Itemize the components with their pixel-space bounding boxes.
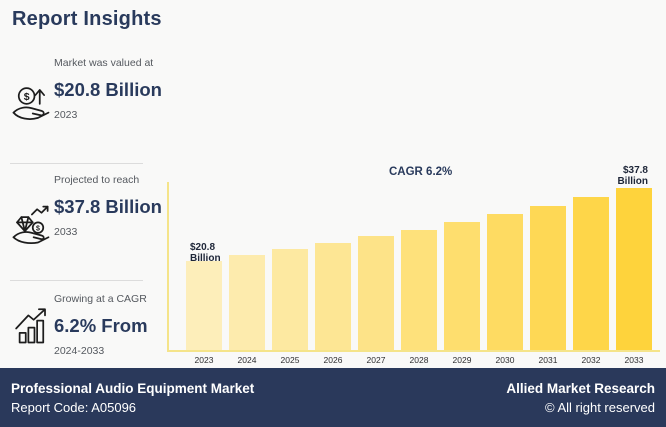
bar-2025 xyxy=(272,249,308,350)
page-title: Report Insights xyxy=(12,8,162,30)
stat-cagr: Growing at a CAGR 6.2% From 2024-2033 xyxy=(10,293,168,357)
x-tick-label: 2032 xyxy=(581,355,601,365)
bar-2028 xyxy=(401,230,437,350)
stat-value: 6.2% From xyxy=(54,315,148,336)
stat-label: Growing at a CAGR xyxy=(54,293,147,305)
footer-bar: Professional Audio Equipment Market Repo… xyxy=(0,368,666,427)
growth-chart-icon xyxy=(10,304,52,346)
bar-2030 xyxy=(487,214,523,350)
last-bar-value-label: $37.8 Billion xyxy=(600,165,648,187)
investment-icon: $ xyxy=(10,204,52,246)
x-tick-label: 2026 xyxy=(323,355,343,365)
last-bar-value-line1: $37.8 xyxy=(622,165,648,176)
company-name: Allied Market Research xyxy=(506,380,655,396)
x-tick-label: 2029 xyxy=(452,355,472,365)
first-bar-value-line1: $20.8 xyxy=(190,242,216,253)
cagr-annotation: CAGR 6.2% xyxy=(389,166,453,178)
stat-projected: $ Projected to reach $37.8 Billion 2033 xyxy=(10,174,168,245)
bar-2031 xyxy=(530,206,566,350)
divider xyxy=(10,280,143,281)
stat-period: 2033 xyxy=(54,226,78,238)
x-tick-label: 2025 xyxy=(280,355,300,365)
bar-2024 xyxy=(229,255,265,350)
x-axis-labels: 2023 2024 2025 2026 2027 2028 2029 2030 2031 2032… xyxy=(186,355,652,365)
stat-text: Market was valued at $20.8 Billion 2023 xyxy=(54,57,168,121)
stat-value: $37.8 Billion xyxy=(54,196,162,217)
last-bar-value-line2: Billion xyxy=(617,176,648,187)
first-bar-value-line2: Billion xyxy=(190,253,221,264)
report-code: Report Code: A05096 xyxy=(11,399,137,415)
bar-2027 xyxy=(358,236,394,350)
stat-text: Growing at a CAGR 6.2% From 2024-2033 xyxy=(54,293,168,357)
bar-2033 xyxy=(616,188,652,350)
bar-group xyxy=(167,182,660,352)
x-tick-label: 2027 xyxy=(366,355,386,365)
stat-period: 2024-2033 xyxy=(54,345,105,357)
stat-value: $20.8 Billion xyxy=(54,79,162,100)
svg-text:$: $ xyxy=(24,91,30,103)
divider xyxy=(10,163,143,164)
x-tick-label: 2030 xyxy=(495,355,515,365)
money-growth-icon: $ xyxy=(10,82,52,124)
svg-text:$: $ xyxy=(36,226,40,233)
x-tick-label: 2033 xyxy=(624,355,644,365)
x-tick-label: 2028 xyxy=(409,355,429,365)
stat-market-valued: $ Market was valued at $20.8 Billion 202… xyxy=(10,57,168,121)
footer-left: Professional Audio Equipment Market Repo… xyxy=(11,379,254,417)
market-name: Professional Audio Equipment Market xyxy=(11,380,255,396)
stat-period: 2023 xyxy=(54,109,78,121)
bar-2023 xyxy=(186,261,222,350)
stat-label: Projected to reach xyxy=(54,174,140,186)
stat-text: Projected to reach $37.8 Billion 2033 xyxy=(54,174,168,238)
x-tick-label: 2024 xyxy=(237,355,257,365)
bar-2026 xyxy=(315,243,351,350)
x-tick-label: 2031 xyxy=(538,355,558,365)
footer-right: Allied Market Research © All right reser… xyxy=(506,379,655,417)
first-bar-value-label: $20.8 Billion xyxy=(190,242,221,264)
copyright-text: © All right reserved xyxy=(544,399,655,415)
x-tick-label: 2023 xyxy=(194,355,214,365)
bar-2032 xyxy=(573,197,609,350)
bar-2029 xyxy=(444,222,480,350)
stat-label: Market was valued at xyxy=(54,57,154,69)
